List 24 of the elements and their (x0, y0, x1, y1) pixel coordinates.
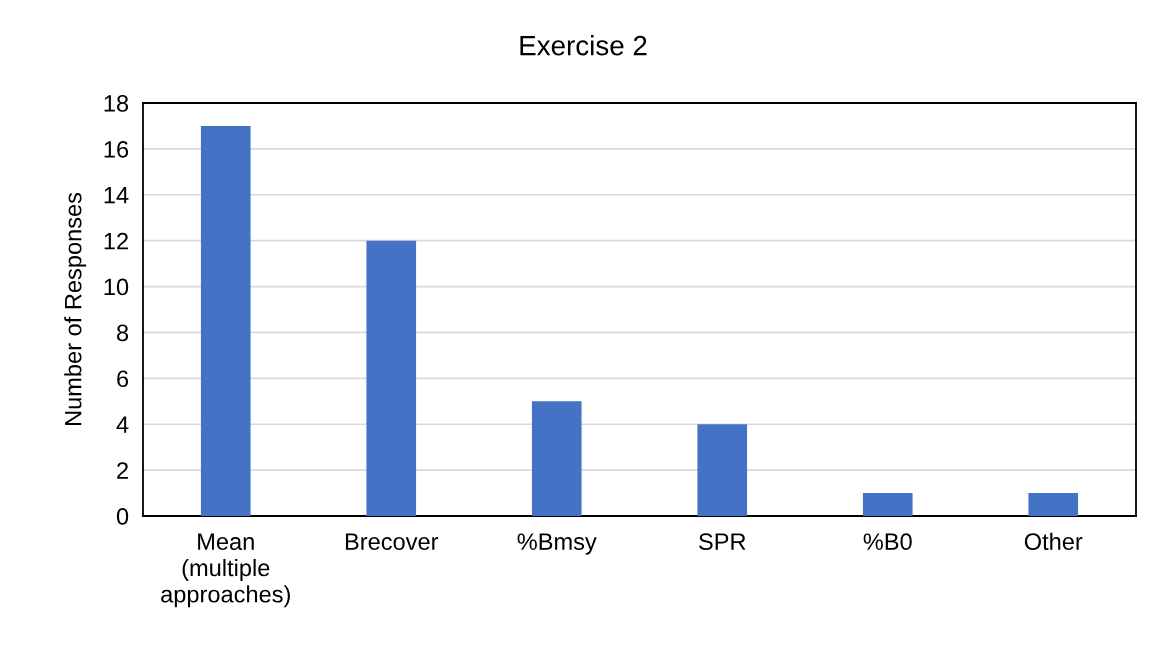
bar (862, 493, 913, 516)
y-tick-label: 14 (104, 187, 129, 204)
bar (366, 240, 417, 516)
x-tick-label: %Bmsy (517, 533, 597, 555)
bar (1028, 493, 1079, 516)
y-tick-label: 12 (104, 232, 128, 250)
y-tick-label: 16 (104, 140, 129, 158)
x-tick-label: Other (1024, 532, 1083, 551)
chart-title: Exercise 2 (520, 35, 647, 56)
y-tick-label: 2 (117, 462, 128, 479)
x-tick-label: Mean (multiple approaches) (161, 533, 290, 608)
bar (200, 125, 251, 516)
bar (531, 401, 582, 516)
y-tick-label: 4 (116, 416, 129, 433)
bar (697, 424, 748, 516)
x-tick-label: SPR (699, 533, 746, 551)
y-tick-label: 10 (104, 278, 129, 296)
y-tick-label: 18 (104, 95, 129, 112)
y-tick-label: 0 (116, 508, 129, 525)
y-tick-label: 8 (117, 324, 129, 342)
x-tick-label: %B0 (863, 533, 912, 551)
y-tick-label: 6 (117, 370, 129, 388)
x-tick-label: Brecover (345, 533, 439, 551)
y-axis-title: Number of Responses (64, 192, 87, 426)
